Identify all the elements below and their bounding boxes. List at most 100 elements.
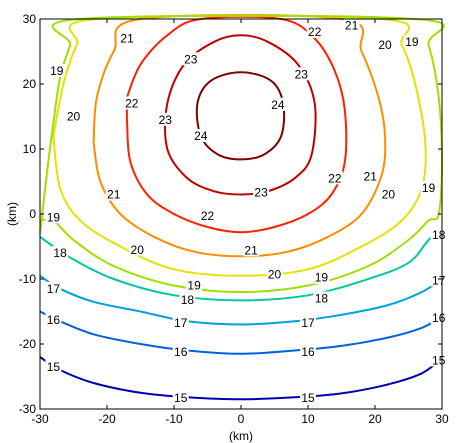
contour-label-21: 21: [107, 188, 121, 202]
contour-label-23: 23: [159, 113, 173, 127]
contour-label-21: 21: [120, 32, 134, 46]
contour-label-bg: [313, 270, 330, 284]
contour-label-bg: [186, 278, 203, 292]
contour-label-bg: [343, 18, 360, 32]
contour-label-22: 22: [125, 97, 139, 111]
contour-label-bg: [45, 281, 62, 295]
contour-label-15: 15: [301, 391, 315, 405]
contour-label-bg: [269, 97, 286, 111]
contour-label-20: 20: [378, 38, 392, 52]
contour-label-bg: [430, 227, 447, 241]
contour-label-19: 19: [315, 271, 329, 285]
contour-label-bg: [430, 273, 447, 287]
contour-label-bg: [45, 359, 62, 373]
contour-label-22: 22: [328, 171, 342, 185]
contour-label-20: 20: [67, 110, 81, 124]
contour-label-22: 22: [201, 209, 215, 223]
contour-label-15: 15: [174, 391, 188, 405]
y-tick-label: 0: [29, 207, 36, 221]
contour-label-18: 18: [315, 292, 329, 306]
contour-label-16: 16: [432, 311, 446, 325]
y-tick-label: -20: [19, 337, 37, 351]
contour-label-21: 21: [364, 169, 378, 183]
contour-label-bg: [123, 96, 140, 110]
contour-label-bg: [266, 267, 283, 281]
contour-label-18: 18: [53, 246, 67, 260]
x-tick-label: 20: [368, 412, 382, 426]
contour-label-19: 19: [405, 35, 419, 49]
contour-label-bg: [105, 187, 122, 201]
contour-label-bg: [48, 64, 65, 77]
contour-label-bg: [45, 210, 62, 224]
contour-label-bg: [420, 181, 437, 194]
y-tick-label: 10: [23, 142, 37, 156]
contour-label-bg: [300, 344, 316, 358]
contour-label-18: 18: [181, 293, 195, 307]
contour-label-18: 18: [432, 228, 446, 242]
contour-label-24: 24: [271, 98, 285, 112]
contour-label-19: 19: [187, 279, 201, 293]
y-tick-label: -30: [19, 402, 37, 416]
contour-label-24: 24: [194, 129, 208, 143]
contour-label-bg: [300, 390, 316, 404]
contour-label-bg: [157, 112, 174, 126]
contour-label-bg: [403, 34, 420, 48]
contour-label-16: 16: [47, 313, 61, 327]
contour-label-19: 19: [47, 210, 61, 224]
y-tick-label: 20: [23, 77, 37, 91]
contour-label-20: 20: [268, 268, 282, 282]
contour-label-22: 22: [308, 25, 322, 39]
y-tick-label: 30: [23, 12, 37, 26]
contour-label-16: 16: [301, 345, 315, 359]
contour-label-15: 15: [47, 360, 61, 374]
contour-label-bg: [192, 129, 209, 142]
axis-tick-labels: -30 -20 -10 0 10 20 30 -30 -20 -10 0 10 20 30: [19, 12, 449, 426]
contour-label-bg: [179, 292, 196, 306]
contour-label-bg: [326, 171, 343, 185]
contour-label-17: 17: [432, 273, 446, 287]
contour-label-bg: [172, 390, 189, 404]
contour-line-17: [39, 274, 443, 326]
contour-label-15: 15: [432, 353, 446, 367]
contour-label-bg: [430, 353, 447, 367]
contour-label-bg: [377, 38, 393, 51]
contour-label-16: 16: [174, 345, 188, 359]
contour-label-17: 17: [301, 316, 315, 330]
contour-label-bg: [313, 291, 330, 305]
contour-label-bg: [172, 316, 189, 330]
y-axis-label: (km): [5, 202, 19, 226]
contour-label-bg: [293, 67, 310, 81]
contour-label-17: 17: [47, 282, 61, 296]
axis-ticks: [39, 18, 443, 410]
x-tick-label: -10: [165, 412, 183, 426]
contour-label-bg: [243, 243, 260, 257]
contour-label-19: 19: [50, 64, 64, 78]
contour-label-bg: [430, 311, 447, 324]
contour-label-bg: [65, 109, 82, 123]
contour-label-21: 21: [244, 243, 258, 257]
contour-label-bg: [362, 169, 379, 183]
contour-line-16: [39, 310, 443, 355]
x-axis-label: (km): [229, 429, 253, 443]
contour-label-19: 19: [422, 181, 436, 195]
contour-label-20: 20: [131, 243, 145, 257]
contour-label-23: 23: [184, 52, 198, 66]
contour-label-bg: [300, 316, 316, 330]
contour-label-17: 17: [174, 316, 188, 330]
x-tick-label: -20: [98, 412, 116, 426]
contour-label-bg: [199, 208, 216, 222]
contour-label-bg: [119, 31, 136, 45]
x-tick-label: -30: [31, 412, 49, 426]
contour-label-bg: [129, 242, 146, 256]
contour-label-bg: [52, 246, 69, 259]
x-tick-label: 0: [238, 412, 245, 426]
contour-line-15: [39, 356, 443, 401]
x-tick-label: 10: [301, 412, 315, 426]
contour-label-bg: [253, 185, 270, 199]
contour-label-23: 23: [295, 67, 309, 81]
contour-label-bg: [380, 187, 397, 201]
contour-label-bg: [172, 344, 189, 358]
contour-label-bg: [306, 25, 323, 38]
contour-label-20: 20: [382, 188, 396, 202]
